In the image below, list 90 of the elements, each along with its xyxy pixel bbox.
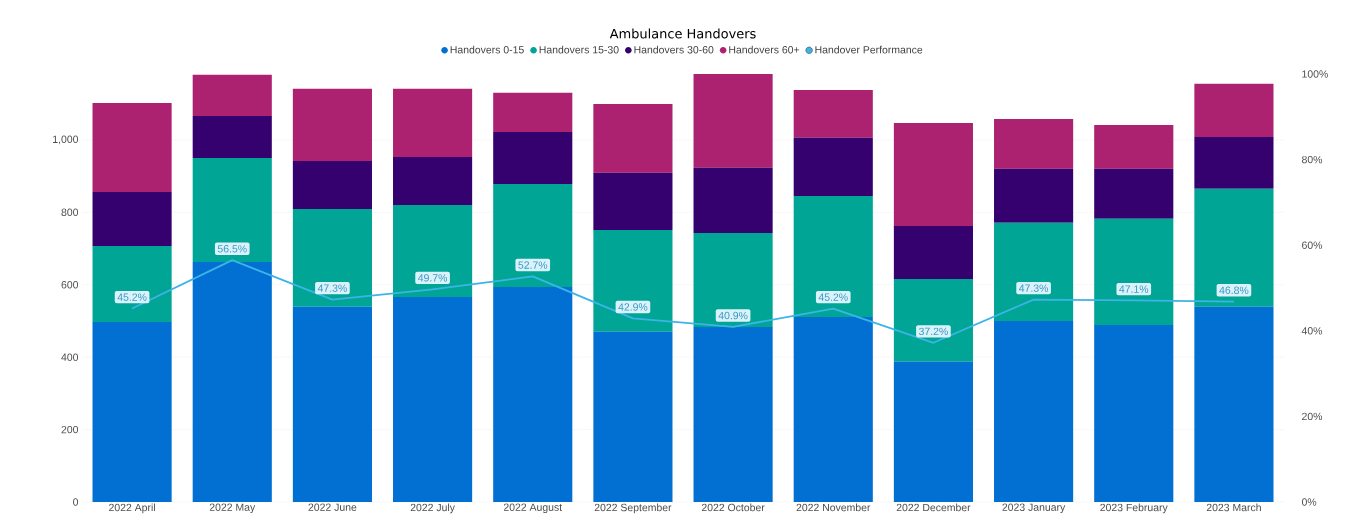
bar (793, 137, 873, 197)
y-tick-label: 1,000 (53, 135, 79, 145)
x-tick-label: 2022 April (109, 503, 155, 514)
bar (693, 232, 773, 328)
bar (893, 122, 973, 227)
bar (292, 209, 372, 307)
bar (393, 156, 473, 206)
data-label: 46.8% (1219, 286, 1249, 295)
bar (92, 192, 172, 246)
data-label: 47.1% (1119, 285, 1149, 293)
bar (593, 230, 673, 332)
bar (192, 261, 272, 502)
bar (893, 361, 973, 502)
bar (1194, 188, 1274, 307)
x-tick-label: 2022 December (896, 503, 971, 512)
bar (994, 118, 1074, 169)
data-label: 49.7% (417, 274, 448, 282)
legend-label: Handovers 15-30 (539, 45, 619, 54)
bar (1094, 218, 1174, 325)
bar (92, 102, 172, 193)
legend-label: Handover Performance (815, 45, 923, 54)
y2-tick-label: 60% (1302, 241, 1323, 249)
x-tick-label: 2022 August (503, 503, 563, 513)
bar (693, 327, 773, 502)
bar (192, 158, 272, 262)
data-label: 47.3% (1018, 284, 1049, 292)
x-tick-label: 2022 July (410, 503, 455, 514)
bar (1094, 324, 1174, 502)
data-label: 40.9% (718, 311, 748, 320)
bar (92, 246, 172, 323)
bar (493, 286, 573, 502)
bar (793, 196, 873, 317)
y-tick-label: 400 (61, 353, 79, 361)
bar (693, 74, 773, 168)
bar (793, 89, 873, 138)
bar (292, 88, 372, 161)
bar (1094, 125, 1174, 169)
bar (994, 222, 1074, 321)
x-tick-label: 2022 June (308, 503, 357, 511)
bar (393, 297, 473, 502)
y2-tick-label: 40% (1301, 327, 1323, 335)
x-tick-label: 2023 February (1100, 503, 1168, 514)
bar (292, 306, 372, 502)
bar (593, 104, 673, 173)
y-tick-label: 600 (61, 281, 79, 289)
bar (994, 320, 1074, 502)
data-label: 45.2% (117, 293, 147, 301)
y-tick-label: 800 (61, 208, 79, 217)
bar (1194, 83, 1274, 137)
bar (1194, 137, 1274, 189)
bar (693, 167, 773, 233)
bar (493, 131, 573, 185)
x-tick-label: 2022 September (594, 503, 672, 514)
bar (593, 172, 673, 231)
data-label: 42.9% (618, 303, 648, 311)
x-tick-label: 2022 May (209, 503, 256, 513)
bar (192, 74, 272, 116)
y2-tick-label: 0% (1301, 498, 1317, 506)
data-label: 45.2% (818, 293, 848, 301)
bar (393, 205, 473, 298)
bar (893, 226, 973, 279)
legend-label: Handovers 60+ (729, 45, 800, 54)
data-label: 47.3% (317, 284, 347, 292)
bar (292, 160, 372, 210)
bar (92, 322, 172, 502)
x-tick-label: 2022 November (796, 503, 871, 512)
bar (393, 88, 473, 157)
bar (493, 92, 573, 132)
data-label: 52.7% (518, 261, 548, 269)
legend-label: Handovers 30-60 (634, 45, 714, 54)
bar (493, 184, 573, 287)
y2-tick-label: 80% (1301, 155, 1323, 164)
bar (1194, 306, 1274, 502)
x-tick-label: 2023 March (1206, 503, 1261, 512)
chart-title: Ambulance Handovers (609, 28, 756, 39)
bar (1094, 168, 1174, 219)
y2-tick-label: 20% (1302, 412, 1323, 421)
bar (593, 331, 673, 502)
data-label: 37.2% (918, 327, 948, 336)
x-tick-label: 2023 January (1002, 503, 1066, 513)
bar (793, 316, 873, 502)
x-tick-label: 2022 October (701, 503, 765, 512)
y-tick-label: 0 (73, 498, 79, 506)
y2-tick-label: 100% (1302, 70, 1328, 78)
legend-label: Handovers 0-15 (450, 45, 524, 54)
bar (893, 278, 973, 362)
bar (192, 116, 272, 158)
y-tick-label: 200 (61, 425, 79, 434)
bar (994, 168, 1074, 223)
data-label: 56.5% (217, 245, 247, 253)
